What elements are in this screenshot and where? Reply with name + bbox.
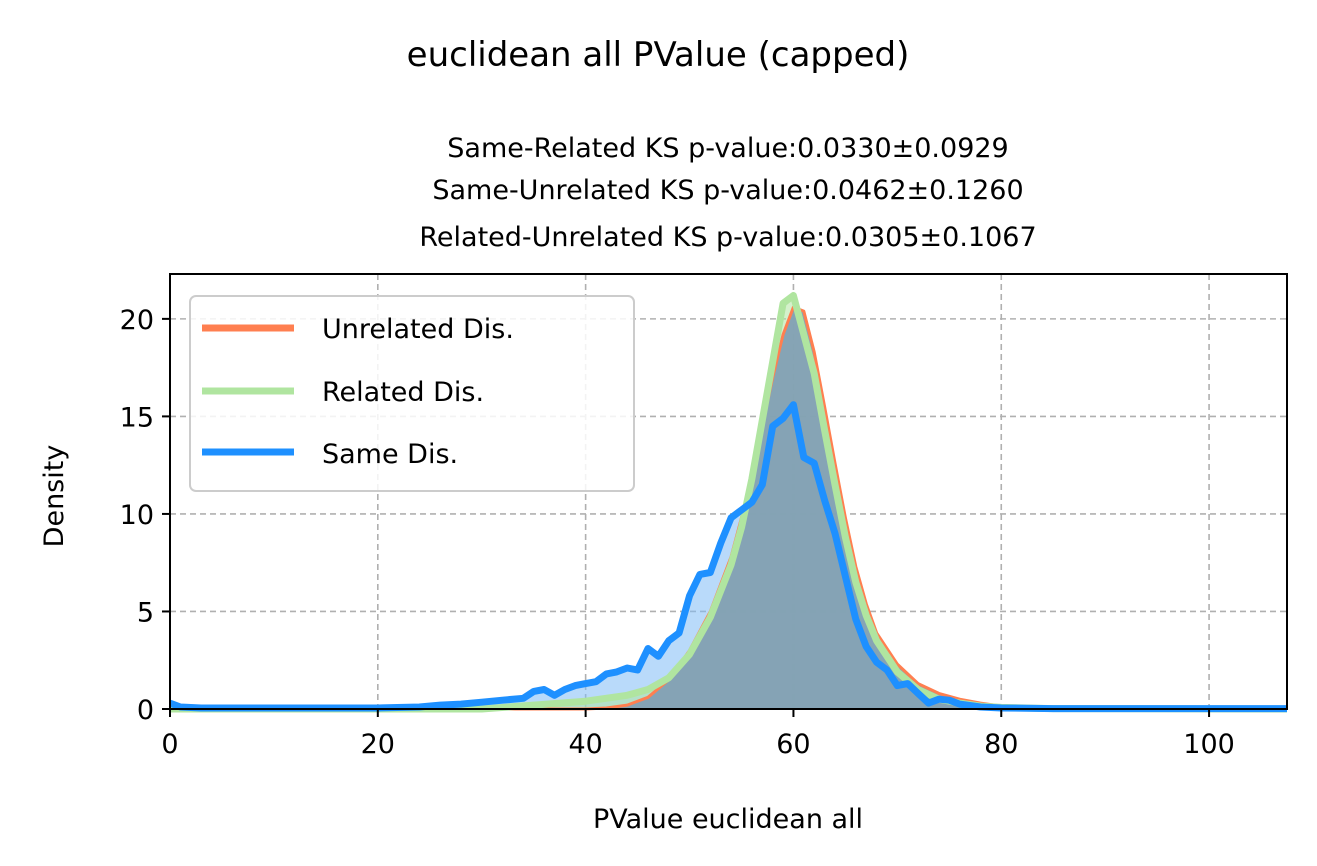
subtitle-line-1: Same-Related KS p-value:0.0330±0.0929 [447,133,1008,164]
y-axis-ticks: 0 5 10 15 20 [120,305,170,726]
y-tick-label-5: 5 [137,597,154,628]
series-fills [170,295,1287,709]
subtitle-line-2: Same-Unrelated KS p-value:0.0462±0.1260 [432,175,1023,206]
y-tick-label-10: 10 [120,500,154,531]
x-tick-label-40: 40 [568,729,602,760]
x-axis-ticks: 0 20 40 60 80 100 [161,709,1235,760]
subtitle-line-3: Related-Unrelated KS p-value:0.0305±0.10… [419,222,1036,253]
y-axis-label: Density [39,445,70,548]
x-tick-label-0: 0 [161,729,178,760]
x-tick-label-100: 100 [1183,729,1235,760]
x-tick-label-60: 60 [776,729,810,760]
legend-box [189,295,635,492]
legend-label-same: Same Dis. [322,439,458,470]
series-line-same [168,401,1287,713]
legend-label-related: Related Dis. [322,377,484,408]
chart-title: euclidean all PValue (capped) [407,35,910,75]
legend-label-unrelated: Unrelated Dis. [322,314,514,345]
legend: Unrelated Dis. Related Dis. Same Dis. [189,295,635,492]
area-overlap-fill [170,307,1287,709]
area-fill-same [170,404,1287,709]
x-tick-label-20: 20 [361,729,395,760]
plot-frame [169,273,1288,710]
y-tick-label-20: 20 [120,305,154,336]
x-tick-label-80: 80 [984,729,1018,760]
y-tick-label-15: 15 [120,402,154,433]
y-tick-label-0: 0 [137,695,154,726]
x-axis-label: PValue euclidean all [593,804,863,835]
series-lines [168,292,1288,713]
